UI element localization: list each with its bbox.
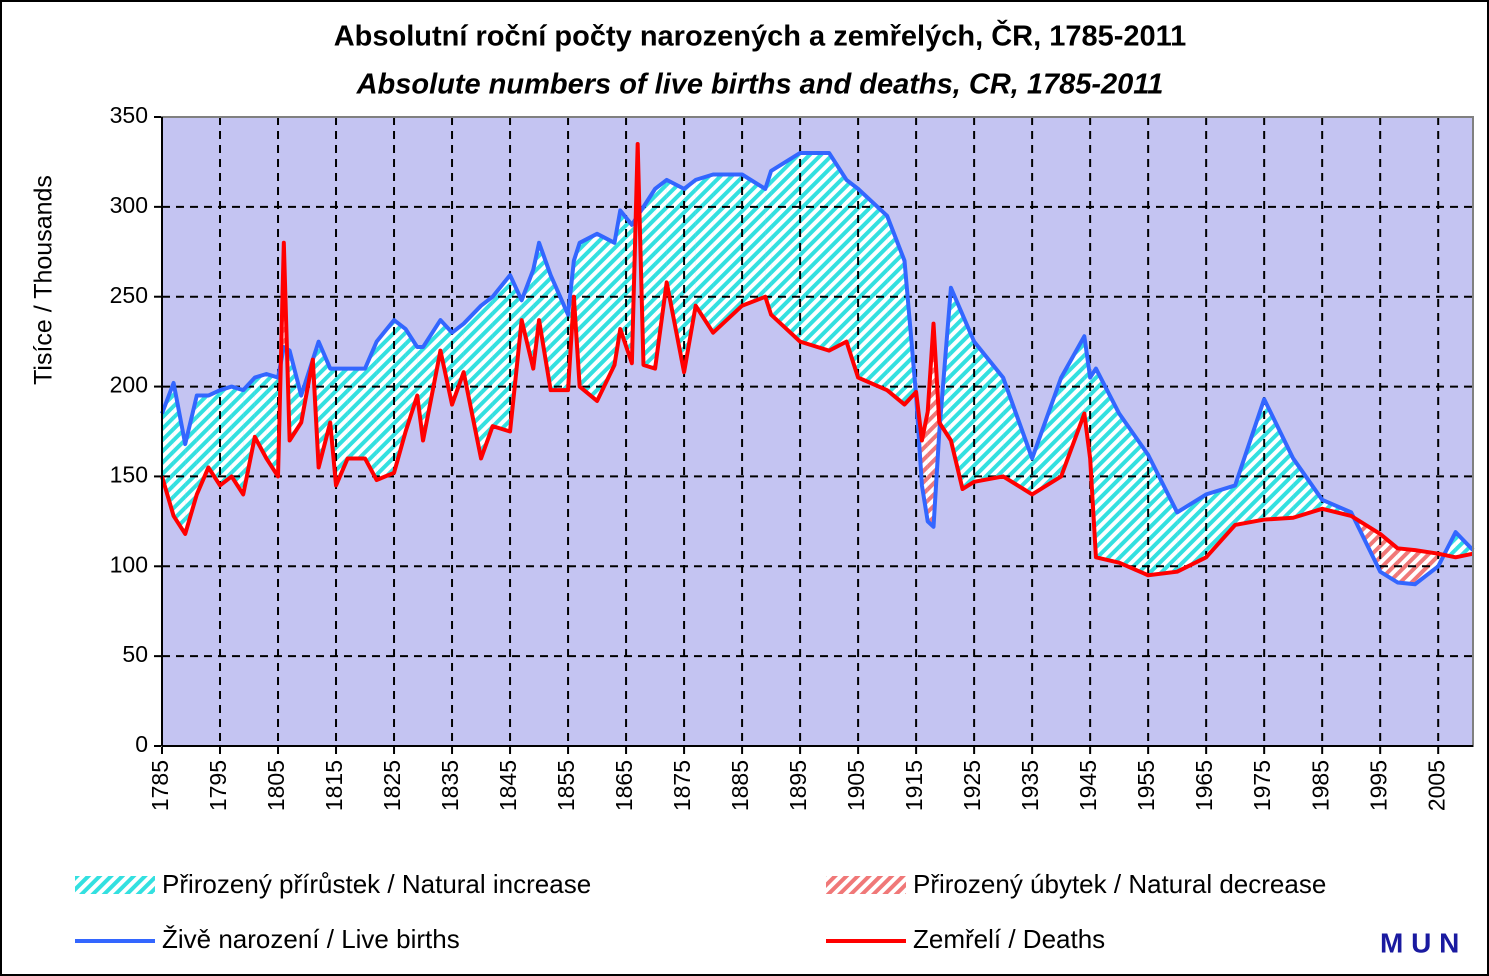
natural-increase-area <box>1084 336 1091 459</box>
natural-increase-area <box>765 170 772 315</box>
x-tick-label: 1995 <box>1365 760 1391 811</box>
x-tick-label: 1915 <box>901 760 927 811</box>
natural-increase-area <box>643 188 656 369</box>
x-tick-label: 1845 <box>495 760 521 811</box>
natural-increase-area <box>597 233 615 401</box>
legend-label: Přirozený úbytek / Natural decrease <box>913 869 1326 899</box>
y-tick-label: 150 <box>110 462 148 488</box>
y-tick-label: 300 <box>110 192 148 218</box>
natural-increase-area <box>220 386 232 486</box>
natural-increase-area <box>1095 368 1120 563</box>
natural-increase-area <box>1206 485 1236 558</box>
x-tick-label: 1885 <box>727 760 753 811</box>
series-line <box>160 141 1474 578</box>
legend-label: Zemřelí / Deaths <box>913 924 1105 954</box>
natural-increase-area <box>1032 377 1062 495</box>
chart-subtitle: Absolute numbers of live births and deat… <box>356 69 1164 101</box>
x-tick-label: 1795 <box>205 760 231 811</box>
natural-increase-area <box>655 179 667 369</box>
natural-increase-area <box>231 386 244 495</box>
natural-increase-area <box>1293 458 1323 518</box>
natural-increase-area <box>243 377 255 495</box>
chart-title: Absolutní roční počty narozených a zemře… <box>334 19 1187 53</box>
natural-increase-area <box>336 368 348 486</box>
natural-decrease-area <box>1397 548 1415 585</box>
y-tick-label: 350 <box>110 102 148 128</box>
x-tick-label: 1985 <box>1307 760 1333 811</box>
x-tick-label: 2005 <box>1423 760 1449 811</box>
natural-increase-area <box>771 152 801 342</box>
natural-increase-area <box>533 242 540 369</box>
natural-increase-area <box>289 350 302 441</box>
x-tick-label: 1855 <box>553 760 579 811</box>
y-tick-label: 50 <box>122 641 148 667</box>
x-tick-label: 1945 <box>1075 760 1101 811</box>
natural-increase-area <box>579 233 598 401</box>
y-tick-label: 200 <box>110 372 148 398</box>
natural-increase-area <box>974 341 1004 482</box>
y-tick-label: 100 <box>110 551 148 577</box>
x-tick-label: 1865 <box>611 760 637 811</box>
natural-increase-area <box>481 296 493 459</box>
natural-increase-area <box>492 275 511 432</box>
x-tick-label: 1785 <box>147 760 173 811</box>
x-tick-label: 1955 <box>1133 760 1159 811</box>
x-tick-label: 1975 <box>1249 760 1275 811</box>
natural-increase-area <box>887 215 905 405</box>
x-tick-label: 1905 <box>843 760 869 811</box>
x-tick-label: 1875 <box>669 760 695 811</box>
natural-increase-area <box>318 341 331 468</box>
natural-increase-area <box>1264 399 1294 520</box>
natural-increase-area <box>173 382 186 534</box>
x-tick-label: 1965 <box>1191 760 1217 811</box>
natural-increase-area <box>365 341 377 481</box>
legend-swatch <box>75 876 155 894</box>
legend-label: Živě narození / Live births <box>162 924 460 954</box>
natural-increase-area <box>539 242 551 391</box>
x-tick-label: 1895 <box>785 760 811 811</box>
y-tick-label: 0 <box>135 731 148 757</box>
y-tick-label: 250 <box>110 282 148 308</box>
natural-increase-area <box>858 188 888 391</box>
natural-increase-area <box>266 373 279 477</box>
natural-increase-area <box>254 373 267 459</box>
natural-increase-area <box>1003 377 1033 495</box>
natural-increase-area <box>1235 399 1265 525</box>
x-tick-label: 1835 <box>437 760 463 811</box>
y-axis-label: Tisíce / Thousands <box>30 175 58 385</box>
natural-increase-area <box>376 320 395 481</box>
x-tick-label: 1925 <box>959 760 985 811</box>
logo: M U N <box>1380 927 1459 958</box>
x-tick-label: 1805 <box>263 760 289 811</box>
natural-increase-area <box>800 152 830 351</box>
natural-increase-area <box>684 179 696 373</box>
natural-increase-area <box>962 314 975 490</box>
x-tick-label: 1825 <box>379 760 405 811</box>
natural-increase-area <box>742 174 766 306</box>
x-tick-label: 1935 <box>1017 760 1043 811</box>
natural-increase-area <box>1119 413 1149 576</box>
natural-increase-area <box>846 179 859 378</box>
natural-increase-area <box>829 152 847 351</box>
legend-label: Přirozený přírůstek / Natural increase <box>162 869 591 899</box>
natural-increase-area <box>1177 494 1207 572</box>
natural-increase-area <box>347 368 366 459</box>
legend-swatch <box>826 876 906 894</box>
natural-increase-area <box>950 287 963 490</box>
natural-increase-area <box>463 305 482 459</box>
x-tick-label: 1815 <box>321 760 347 811</box>
natural-increase-area <box>695 174 714 333</box>
natural-increase-area <box>1148 454 1178 576</box>
natural-increase-area <box>452 323 464 405</box>
natural-increase-area <box>666 179 685 373</box>
natural-increase-area <box>208 390 221 486</box>
natural-increase-area <box>713 174 743 333</box>
series-line <box>160 150 1475 587</box>
natural-increase-area <box>405 329 418 432</box>
natural-increase-area <box>550 275 569 391</box>
natural-increase-area <box>614 210 621 366</box>
